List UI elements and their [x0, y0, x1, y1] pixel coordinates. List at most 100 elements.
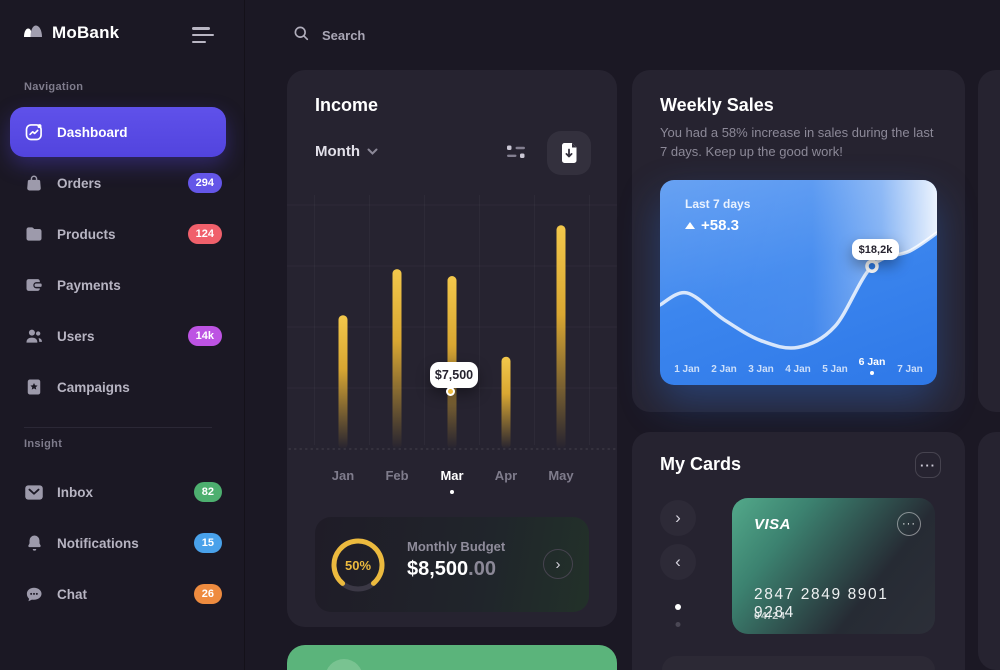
budget-progress-ring: 50% — [328, 535, 388, 595]
sidebar-item-label: Orders — [57, 175, 102, 191]
day-label-7-jan[interactable]: 7 Jan — [897, 364, 923, 375]
weekly-sales-card: Weekly Sales You had a 58% increase in s… — [632, 70, 965, 412]
chart-options-icon[interactable] — [506, 144, 528, 160]
users-icon — [24, 326, 44, 346]
day-label-6-jan[interactable]: 6 Jan — [858, 356, 886, 368]
day-label-4-jan[interactable]: 4 Jan — [785, 364, 811, 375]
sidebar-item-label: Payments — [57, 277, 121, 293]
budget-percent: 50% — [344, 557, 372, 573]
month-label-may[interactable]: May — [548, 468, 574, 483]
card-number: 2847 2849 8901 9284 — [754, 586, 889, 621]
month-label-apr[interactable]: Apr — [494, 468, 518, 483]
chevron-down-icon — [367, 148, 378, 155]
offscreen-card-bottom — [978, 432, 1000, 670]
next-card-partial[interactable] — [662, 656, 935, 670]
count-badge: 294 — [187, 173, 222, 193]
campaign-icon — [24, 377, 44, 397]
my-cards-more-button[interactable]: ··· — [915, 452, 941, 478]
chevron-left-icon: ‹ — [675, 552, 681, 571]
card-expiry: 04/24 — [754, 610, 787, 622]
weekly-sales-subtitle: You had a 58% increase in sales during t… — [660, 125, 934, 159]
income-tooltip: $7,500 — [430, 362, 478, 388]
sidebar-item-payments[interactable]: Payments — [24, 260, 222, 310]
sidebar-item-label: Chat — [57, 586, 87, 602]
card-next-button[interactable]: › — [660, 500, 696, 536]
savings-card-partial[interactable] — [287, 645, 617, 670]
income-tooltip-marker — [446, 387, 455, 396]
sidebar-item-label: Inbox — [57, 484, 93, 500]
selected-day-dot — [870, 371, 874, 375]
ellipsis-icon: ··· — [920, 457, 936, 473]
income-bar-chart: $7,500 — [287, 190, 617, 450]
count-badge: 14k — [187, 326, 222, 346]
chevron-right-icon: › — [555, 555, 561, 573]
my-cards-card: My Cards ··· › ‹ VISA ··· 2847 2849 8901… — [632, 432, 965, 670]
sidebar-item-orders[interactable]: Orders 294 — [24, 158, 222, 208]
ellipsis-icon: ··· — [902, 518, 916, 530]
download-document-icon — [562, 143, 577, 163]
sidebar-item-label: Dashboard — [57, 124, 128, 140]
inbox-icon — [24, 482, 44, 502]
sidebar-item-notifications[interactable]: Notifications 15 — [24, 518, 222, 568]
sidebar-item-campaigns[interactable]: Campaigns — [24, 362, 222, 412]
card-prev-button[interactable]: ‹ — [660, 544, 696, 580]
weekly-highlight-marker[interactable] — [865, 259, 879, 273]
sidebar-item-users[interactable]: Users 14k — [24, 311, 222, 361]
day-label-2-jan[interactable]: 2 Jan — [711, 364, 737, 375]
chevron-right-icon: › — [675, 508, 681, 527]
income-bar-feb[interactable] — [392, 269, 402, 449]
month-axis: Jan Feb Mar Apr May — [287, 468, 617, 498]
weekly-area-fill — [660, 180, 937, 348]
credit-card-visa[interactable]: VISA ··· 2847 2849 8901 9284 04/24 — [732, 498, 935, 634]
sidebar-item-dashboard[interactable]: Dashboard — [10, 107, 226, 157]
count-badge: 26 — [193, 584, 222, 604]
weekly-sales-chart-panel: Last 7 days +58.3 $18,2k 1 Jan 2 Jan 3 Jan… — [660, 180, 937, 385]
month-label-feb[interactable]: Feb — [385, 468, 409, 483]
arrow-up-icon — [685, 222, 695, 229]
weekly-tooltip: $18,2k — [852, 239, 899, 260]
period-selector[interactable]: Month — [315, 143, 378, 160]
budget-amount: $8,500.00 — [407, 558, 496, 580]
panel-delta: +58.3 — [685, 217, 739, 234]
period-value: Month — [315, 143, 360, 160]
card-options-button[interactable]: ··· — [897, 512, 921, 536]
export-report-button[interactable] — [547, 131, 591, 175]
brand-logo: MoBank — [22, 22, 119, 43]
income-card: Income Month $7,500 — [287, 70, 617, 627]
sidebar-item-products[interactable]: Products 124 — [24, 209, 222, 259]
income-bar-jan[interactable] — [338, 315, 348, 449]
income-bar-apr[interactable] — [501, 356, 511, 449]
sidebar-item-chat[interactable]: Chat 26 — [24, 569, 222, 619]
month-label-mar[interactable]: Mar — [440, 468, 464, 483]
count-badge: 124 — [187, 224, 222, 244]
bell-icon — [24, 533, 44, 553]
day-axis: 1 Jan 2 Jan 3 Jan 4 Jan 5 Jan 6 Jan 7 Jan — [660, 356, 937, 384]
sidebar-section-label: Insight — [24, 438, 63, 450]
selected-month-dot — [450, 490, 454, 494]
search-icon — [292, 24, 310, 47]
income-bar-may[interactable] — [556, 225, 566, 449]
day-label-3-jan[interactable]: 3 Jan — [748, 364, 774, 375]
search-input[interactable]: Search — [292, 24, 365, 47]
chat-icon — [24, 584, 44, 604]
wallet-icon — [24, 275, 44, 295]
weekly-trend-line — [660, 231, 937, 350]
sidebar-section-label: Navigation — [24, 81, 84, 93]
day-label-5-jan[interactable]: 5 Jan — [822, 364, 848, 375]
panel-range-label: Last 7 days — [685, 197, 751, 211]
sidebar: MoBank Navigation Dashboard Orders 294 Produ… — [0, 0, 245, 670]
visa-logo: VISA — [754, 516, 792, 533]
day-label-1-jan[interactable]: 1 Jan — [674, 364, 700, 375]
menu-toggle-icon[interactable] — [192, 27, 216, 44]
budget-label: Monthly Budget — [407, 539, 506, 554]
income-title: Income — [315, 95, 379, 115]
monthly-budget-widget: 50% Monthly Budget $8,500.00 › — [315, 517, 589, 612]
savings-avatar-circle — [325, 659, 363, 670]
my-cards-title: My Cards — [660, 454, 742, 474]
count-badge: 15 — [193, 533, 222, 553]
sidebar-item-inbox[interactable]: Inbox 82 — [24, 467, 222, 517]
budget-details-button[interactable]: › — [543, 549, 573, 579]
offscreen-card-top — [978, 70, 1000, 412]
month-label-jan[interactable]: Jan — [331, 468, 355, 483]
